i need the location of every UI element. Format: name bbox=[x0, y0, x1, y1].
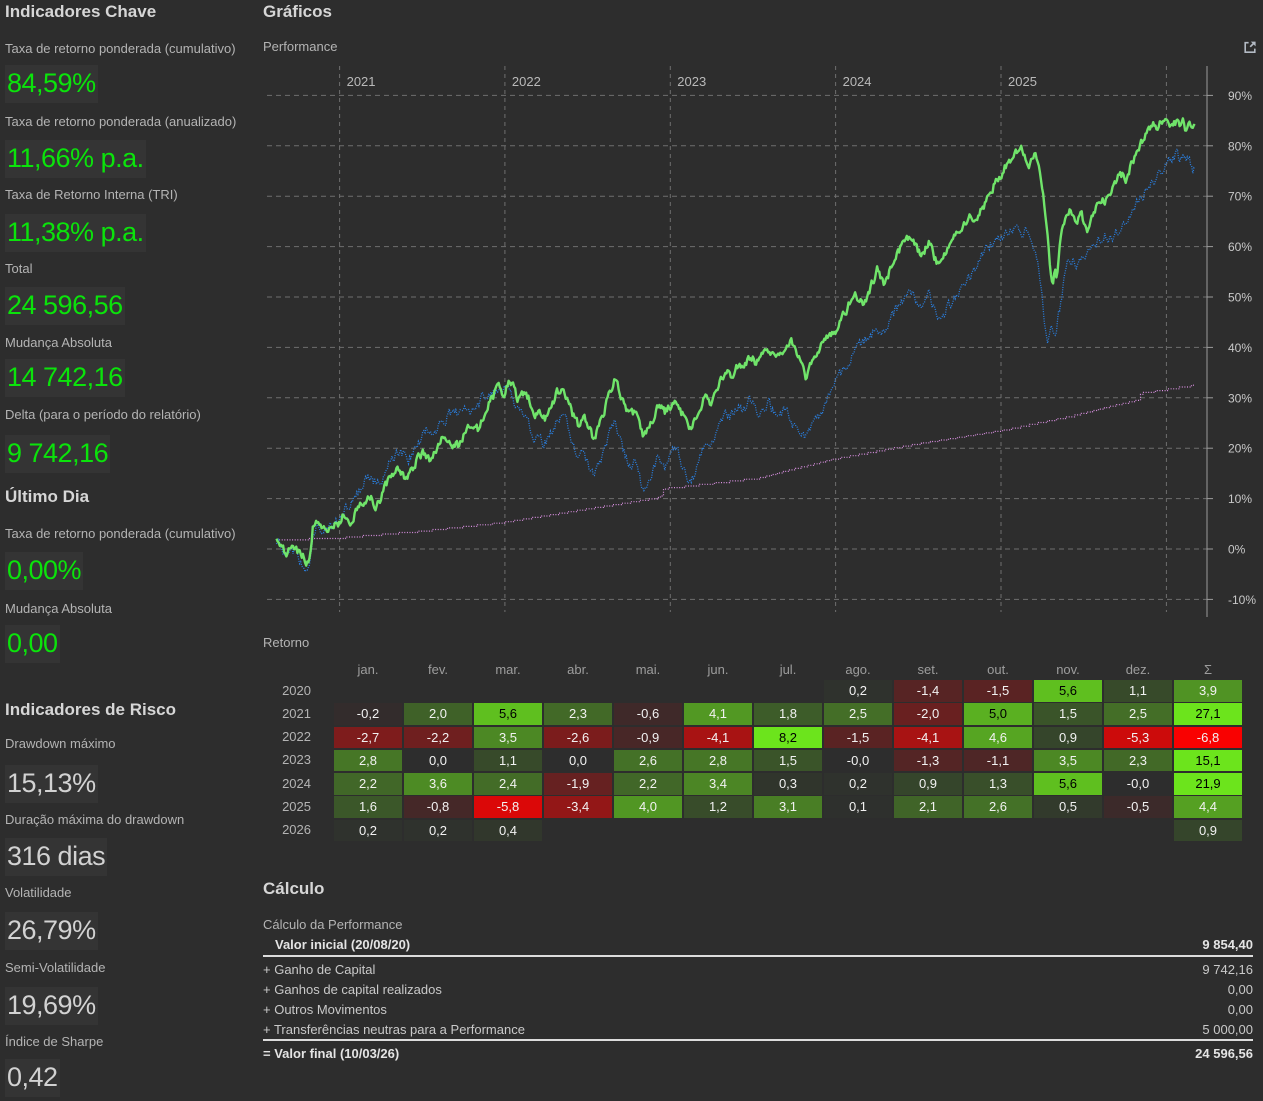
svg-text:10%: 10% bbox=[1228, 492, 1252, 506]
svg-text:30%: 30% bbox=[1228, 391, 1252, 405]
svg-text:60%: 60% bbox=[1228, 240, 1252, 254]
svg-text:2025: 2025 bbox=[1008, 74, 1037, 89]
svg-text:90%: 90% bbox=[1228, 89, 1252, 103]
svg-text:2021: 2021 bbox=[347, 74, 376, 89]
svg-text:50%: 50% bbox=[1228, 291, 1252, 305]
svg-text:0%: 0% bbox=[1228, 543, 1246, 557]
svg-text:70%: 70% bbox=[1228, 190, 1252, 204]
svg-text:40%: 40% bbox=[1228, 341, 1252, 355]
svg-text:80%: 80% bbox=[1228, 139, 1252, 153]
svg-text:2024: 2024 bbox=[843, 74, 872, 89]
svg-text:2023: 2023 bbox=[677, 74, 706, 89]
svg-text:20%: 20% bbox=[1228, 442, 1252, 456]
svg-text:-10%: -10% bbox=[1228, 593, 1256, 607]
svg-text:2022: 2022 bbox=[512, 74, 541, 89]
